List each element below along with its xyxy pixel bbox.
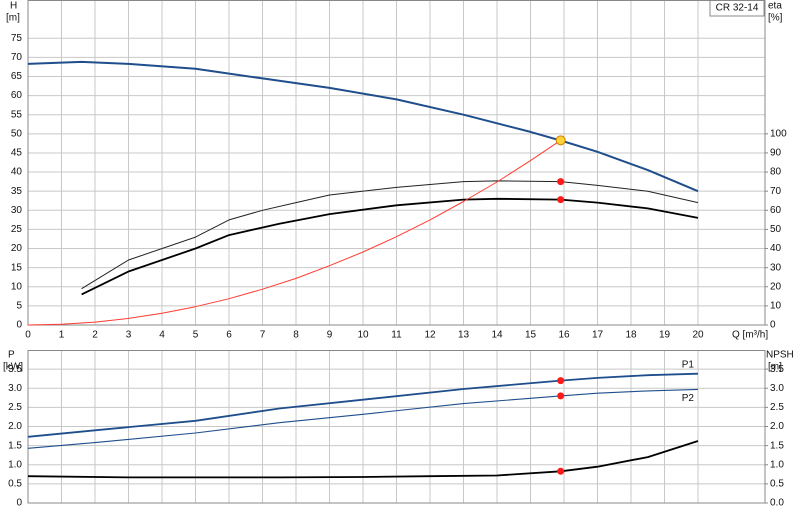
x-tick-label: 9	[327, 330, 333, 341]
x-tick-label: 4	[159, 330, 165, 341]
y-axis-label: P	[8, 350, 15, 361]
x-tick-label: 0	[25, 330, 31, 341]
y-tick-label: 0	[16, 320, 22, 331]
duty-point	[557, 467, 565, 475]
y2-tick-label: 60	[770, 205, 782, 216]
duty-point	[557, 392, 565, 400]
y-tick-label: 40	[11, 167, 23, 178]
y-tick-label: 2.5	[8, 402, 22, 413]
y-tick-label: 75	[11, 33, 23, 44]
duty-point	[557, 178, 565, 186]
x-tick-label: 16	[558, 330, 570, 341]
curve	[81, 197, 699, 296]
y2-tick-label: 30	[770, 262, 782, 273]
y-tick-label: 10	[11, 281, 23, 292]
curve	[27, 388, 699, 449]
y2-tick-label: 10	[770, 301, 782, 312]
y2-tick-label: 90	[770, 148, 782, 159]
y-axis-label: H	[10, 1, 17, 12]
y-tick-label: 30	[11, 205, 23, 216]
y2-axis-unit: [%]	[768, 13, 783, 24]
x-tick-label: 7	[260, 330, 266, 341]
plot-frame	[27, 350, 766, 504]
curve	[81, 180, 699, 290]
y-tick-label: 60	[11, 90, 23, 101]
y-axis-unit: [kW]	[3, 362, 23, 373]
model-box	[709, 0, 765, 17]
x-axis-label: Q [m³/h]	[732, 330, 768, 341]
y-tick-label: 65	[11, 71, 23, 82]
y2-tick-label: 40	[770, 243, 782, 254]
plot-frame	[27, 0, 766, 326]
y2-tick-label: 50	[770, 224, 782, 235]
y-tick-label: 15	[11, 262, 23, 273]
x-tick-label: 8	[293, 330, 299, 341]
series-label: P2	[682, 393, 695, 404]
model-label: CR 32-14	[716, 3, 759, 14]
y-tick-label: 35	[11, 186, 23, 197]
x-tick-label: 18	[625, 330, 637, 341]
curve	[27, 372, 699, 438]
y-tick-label: 3.5	[8, 364, 22, 375]
y2-axis-label: eta	[768, 1, 782, 12]
x-tick-label: 5	[193, 330, 199, 341]
y-tick-label: 2.0	[8, 421, 22, 432]
y2-tick-label: 3.0	[770, 383, 784, 394]
x-tick-label: 12	[424, 330, 436, 341]
y-tick-label: 0	[16, 498, 22, 509]
y-tick-label: 1.0	[8, 459, 22, 470]
y2-tick-label: 70	[770, 186, 782, 197]
curve	[27, 139, 561, 326]
y-tick-label: 20	[11, 243, 23, 254]
y2-tick-label: 3.5	[770, 364, 784, 375]
y-axis-unit: [m]	[6, 13, 20, 24]
y2-tick-label: 80	[770, 167, 782, 178]
x-tick-label: 1	[59, 330, 65, 341]
y-tick-label: 0.5	[8, 479, 22, 490]
y-tick-label: 45	[11, 148, 23, 159]
y2-tick-label: 100	[770, 128, 787, 139]
y-tick-label: 25	[11, 224, 23, 235]
duty-point	[555, 135, 566, 146]
y-tick-label: 50	[11, 128, 23, 139]
y-tick-label: 5	[16, 301, 22, 312]
x-tick-label: 6	[226, 330, 232, 341]
y2-tick-label: 20	[770, 281, 782, 292]
y2-tick-label: 2.0	[770, 421, 784, 432]
y-tick-label: 1.5	[8, 440, 22, 451]
x-tick-label: 20	[692, 330, 704, 341]
series-label: P1	[682, 359, 695, 370]
y2-tick-label: 2.5	[770, 402, 784, 413]
x-tick-label: 10	[357, 330, 369, 341]
y2-axis-label: NPSH	[766, 350, 794, 361]
x-tick-label: 3	[126, 330, 132, 341]
x-tick-label: 17	[592, 330, 604, 341]
x-tick-label: 11	[391, 330, 402, 341]
y-tick-label: 3.0	[8, 383, 22, 394]
y2-tick-label: 1.0	[770, 459, 784, 470]
x-tick-label: 14	[491, 330, 503, 341]
y2-tick-label: 1.5	[770, 440, 784, 451]
x-tick-label: 19	[659, 330, 671, 341]
x-tick-label: 2	[92, 330, 98, 341]
curve	[27, 440, 699, 479]
y2-tick-label: 0	[770, 320, 776, 331]
duty-point	[557, 377, 565, 385]
y2-tick-label: 0.5	[770, 479, 784, 490]
y-tick-label: 70	[11, 52, 23, 63]
x-tick-label: 15	[525, 330, 537, 341]
y-tick-label: 55	[11, 109, 23, 120]
x-tick-label: 13	[458, 330, 470, 341]
duty-point	[557, 196, 565, 204]
y2-tick-label: 0.0	[770, 498, 784, 509]
y2-axis-unit: [m]	[768, 362, 782, 373]
curve	[27, 60, 699, 193]
